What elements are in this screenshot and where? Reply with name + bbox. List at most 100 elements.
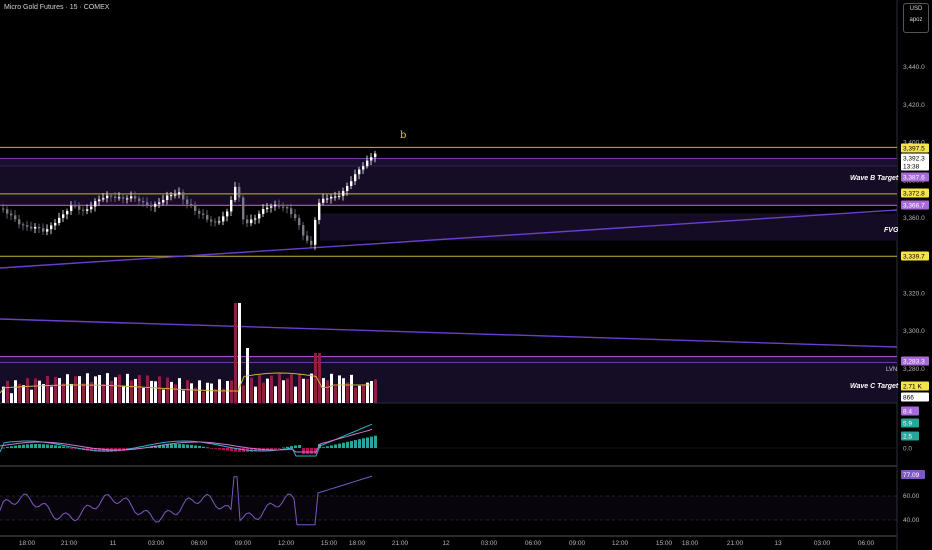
candle-body — [206, 215, 209, 220]
candle-body — [150, 205, 153, 207]
macd-hist-bar — [374, 435, 377, 448]
candle-body — [246, 219, 249, 224]
volume-tag-bg — [901, 381, 929, 391]
volume-bar — [298, 373, 301, 403]
macd-hist-bar — [66, 447, 69, 449]
candle-body — [90, 206, 93, 210]
macd-tag: 0.0 — [903, 445, 912, 452]
volume-bar — [82, 383, 85, 403]
volume-bar — [162, 389, 165, 403]
volume-bar — [106, 373, 109, 403]
volume-bar — [182, 390, 185, 403]
candle-body — [158, 202, 161, 204]
candle-body — [318, 202, 321, 220]
wave-b-target-zone — [0, 158, 897, 206]
macd-hist-bar — [206, 447, 209, 449]
unit-label: apoz — [909, 17, 923, 23]
macd-hist-bar — [254, 448, 257, 452]
volume-bar — [250, 377, 253, 403]
time-axis-label: 06:00 — [525, 540, 542, 547]
volume-bar — [302, 378, 305, 403]
volume-bar — [50, 386, 53, 403]
fvg-label: FVG — [884, 227, 899, 234]
currency-selector[interactable]: USD apoz — [903, 3, 929, 33]
symbol-title[interactable]: Micro Gold Futures · 15 · COMEX — [4, 4, 110, 11]
time-axis-label: 03:00 — [148, 540, 165, 547]
volume-bar — [222, 388, 225, 403]
candle-body — [82, 209, 85, 211]
candle-body — [362, 166, 365, 170]
macd-tag: 2.5 — [903, 433, 912, 440]
volume-bar — [258, 375, 261, 403]
candle-body — [238, 186, 241, 198]
volume-bar — [130, 380, 133, 403]
price-tag: 3,387.6 — [903, 174, 925, 181]
macd-hist-bar — [222, 448, 225, 451]
price-tag-bg — [901, 172, 929, 182]
volume-bar — [98, 374, 101, 403]
candle-body — [174, 194, 177, 196]
time-axis-label: 06:00 — [858, 540, 875, 547]
macd-hist-bar — [238, 448, 241, 452]
volume-bar — [86, 373, 89, 403]
candle-body — [314, 219, 317, 245]
volume-bar — [174, 384, 177, 403]
macd-hist-bar — [134, 448, 137, 450]
candle-body — [98, 199, 101, 202]
macd-hist-bar — [218, 448, 221, 450]
candle-body — [242, 197, 245, 220]
candle-body — [70, 205, 73, 211]
volume-bar — [134, 378, 137, 403]
macd-hist-bar — [166, 444, 169, 448]
macd-hist-bar — [162, 444, 165, 448]
candle-body — [194, 205, 197, 211]
macd-hist-bar — [190, 444, 193, 448]
candle-body — [326, 198, 329, 200]
rsi-band-fill — [0, 496, 897, 520]
rsi-tick-label: 60.00 — [903, 493, 920, 500]
volume-bar — [282, 380, 285, 403]
candle-body — [50, 225, 53, 230]
candle-body — [346, 186, 349, 192]
macd-hist-bar — [230, 448, 233, 452]
candle-body — [162, 199, 165, 203]
macd-hist-bar — [330, 445, 333, 448]
macd-hist-bar — [26, 444, 29, 448]
volume-bar — [346, 382, 349, 403]
macd-tag-bg — [901, 418, 919, 428]
volume-bar — [234, 303, 237, 403]
candle-body — [146, 202, 149, 206]
volume-bar — [90, 382, 93, 403]
macd-hist-bar — [34, 444, 37, 448]
lvn-label: LVN — [886, 367, 897, 373]
macd-hist-bar — [322, 447, 325, 448]
candle-body — [74, 205, 77, 207]
volume-bar — [326, 380, 329, 403]
macd-hist-bar — [198, 446, 201, 448]
volume-bar — [290, 374, 293, 403]
price-tag: 3,372.8 — [903, 190, 925, 197]
candle-body — [78, 206, 81, 210]
price-tag: 3,397.5 — [903, 145, 925, 152]
volume-bar — [318, 353, 321, 403]
volume-bar — [22, 385, 25, 403]
macd-hist-bar — [2, 447, 5, 449]
macd-hist-bar — [306, 448, 309, 454]
candle-body — [134, 196, 137, 199]
time-axis-label: 12 — [442, 540, 450, 547]
trend-line-lower — [0, 318, 898, 348]
macd-hist-bar — [186, 444, 189, 448]
macd-hist-bar — [178, 444, 181, 448]
volume-bar — [110, 380, 113, 403]
macd-hist-bar — [250, 448, 253, 452]
candle-body — [170, 195, 173, 197]
candle-body — [178, 192, 181, 195]
macd-hist-bar — [326, 446, 329, 448]
rsi-line — [0, 475, 373, 526]
candle-body — [322, 198, 325, 203]
wave-c-target-zone — [0, 362, 897, 403]
candle-body — [122, 197, 125, 199]
macd-hist-bar — [10, 446, 13, 448]
